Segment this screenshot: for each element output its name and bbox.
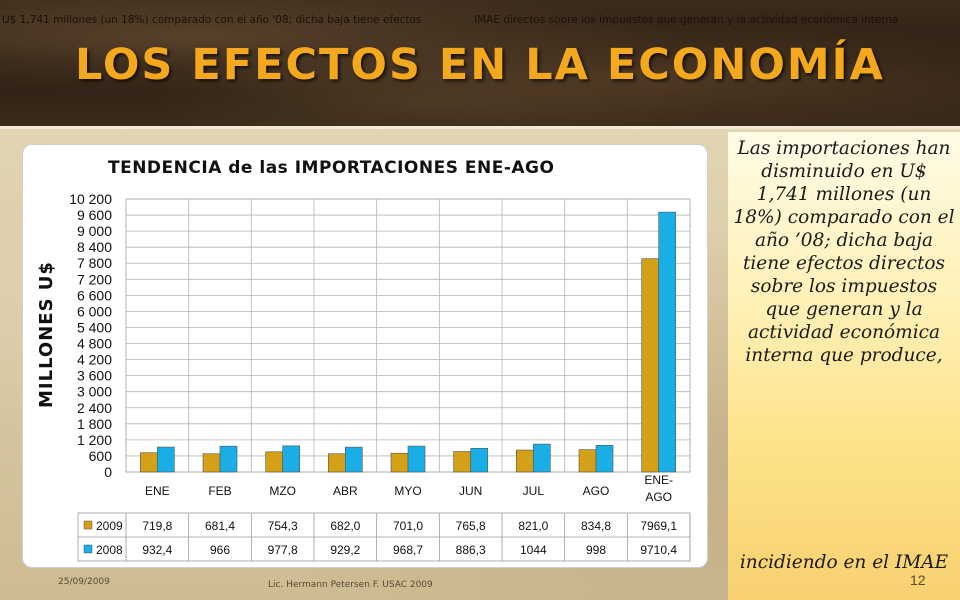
bar-2008-MYO <box>407 445 426 473</box>
bar-2009-ENE <box>140 452 158 473</box>
bar-2009-JUL <box>516 449 534 473</box>
y-tick-label: 7 800 <box>77 255 112 271</box>
data-label-2009: 701,0 <box>393 519 423 533</box>
bar-2009-FEB <box>202 453 221 473</box>
data-label-2009: 7969,1 <box>640 519 677 533</box>
y-tick-label: 3 600 <box>77 368 112 384</box>
y-tick-label: 5 400 <box>77 319 112 335</box>
data-label-2009: 681,4 <box>205 519 235 533</box>
legend-swatch-2009 <box>83 520 93 530</box>
bar-2008-AGO <box>595 444 614 473</box>
plot-area <box>125 198 691 473</box>
data-label-2008: 932,4 <box>142 543 172 557</box>
side-text-main: Las importaciones han disminuido en U$ 1… <box>733 138 955 366</box>
y-tick-label: 9 600 <box>77 207 112 223</box>
overlay-caption-left: U$ 1,741 millones (un 18%) comparado con… <box>2 14 422 26</box>
footer-date: 25/09/2009 <box>58 577 110 587</box>
page-number: 12 <box>910 572 926 588</box>
data-label-2009: 682,0 <box>330 519 360 533</box>
x-category-label: JUL <box>523 484 545 498</box>
data-label-2008: 968,7 <box>393 543 423 557</box>
footer-author: Lic. Hermann Petersen F. USAC 2009 <box>268 580 433 590</box>
overlay-caption-right: IMAE directos sobre los impuestos que ge… <box>474 14 899 26</box>
bar-2008-JUL <box>533 443 551 473</box>
data-label-2008: 966 <box>210 543 230 557</box>
side-text-extra: incidiendo en el IMAE <box>739 552 949 573</box>
bar-2009-MZO <box>265 451 283 473</box>
y-tick-label: 2 400 <box>77 400 112 416</box>
x-category-label: MZO <box>269 484 296 498</box>
bar-2008-ABR <box>345 446 363 473</box>
x-category-label: ABR <box>333 484 358 498</box>
data-label-2009: 754,3 <box>268 519 298 533</box>
x-category-label: JUN <box>459 484 482 498</box>
y-tick-label: 7 200 <box>77 271 112 287</box>
y-tick-label: 3 000 <box>77 384 112 400</box>
bar-2009-AGO <box>578 449 597 473</box>
y-tick-label: 8 400 <box>77 239 112 255</box>
bar-2009-MYO <box>390 452 409 473</box>
data-label-2008: 977,8 <box>268 543 298 557</box>
data-label-2008: 998 <box>586 543 606 557</box>
legend-swatch-2008 <box>83 544 93 554</box>
y-tick-label: 0 <box>104 464 112 480</box>
bar-2008-FEB <box>219 445 238 473</box>
bar-2008-MZO <box>282 445 300 473</box>
y-tick-label: 9 000 <box>77 223 112 239</box>
header-separator <box>0 126 960 129</box>
y-tick-label: 1 200 <box>77 432 112 448</box>
bar-2009-JUN <box>453 451 471 473</box>
data-label-2009: 834,8 <box>581 519 611 533</box>
bar-2008-ENE-AGO <box>658 211 676 473</box>
legend-label-2009: 2009 <box>96 519 123 533</box>
legend-label-2008: 2008 <box>96 543 123 557</box>
data-label-2008: 929,2 <box>330 543 360 557</box>
bar-2009-ENE-AGO <box>641 258 659 473</box>
side-text-panel <box>728 132 960 600</box>
bar-2008-ENE <box>157 446 175 473</box>
x-category-label: MYO <box>394 484 421 498</box>
x-category-label: FEB <box>208 484 231 498</box>
data-label-2009: 821,0 <box>518 519 548 533</box>
bar-2008-JUN <box>470 447 488 473</box>
x-category-label: AGO <box>645 490 672 504</box>
header-band <box>0 0 960 126</box>
chart-title: TENDENCIA de las IMPORTACIONES ENE-AGO <box>108 158 555 178</box>
y-tick-label: 6 000 <box>77 303 112 319</box>
y-tick-label: 1 800 <box>77 416 112 432</box>
y-tick-label: 4 800 <box>77 336 112 352</box>
slide-title: LOS EFECTOS EN LA ECONOMÍA <box>75 40 885 90</box>
x-category-label: ENE <box>145 484 170 498</box>
x-category-label: AGO <box>583 484 610 498</box>
data-label-2009: 719,8 <box>142 519 172 533</box>
x-category-label: ENE- <box>644 473 673 487</box>
y-tick-label: 4 200 <box>77 352 112 368</box>
bar-2009-ABR <box>328 453 346 473</box>
y-tick-label: 10 200 <box>69 191 112 207</box>
y-tick-label: 6 600 <box>77 287 112 303</box>
y-tick-label: 600 <box>89 448 113 464</box>
data-label-2009: 765,8 <box>456 519 486 533</box>
data-label-2008: 1044 <box>520 543 547 557</box>
data-label-2008: 9710,4 <box>640 543 677 557</box>
data-label-2008: 886,3 <box>456 543 486 557</box>
